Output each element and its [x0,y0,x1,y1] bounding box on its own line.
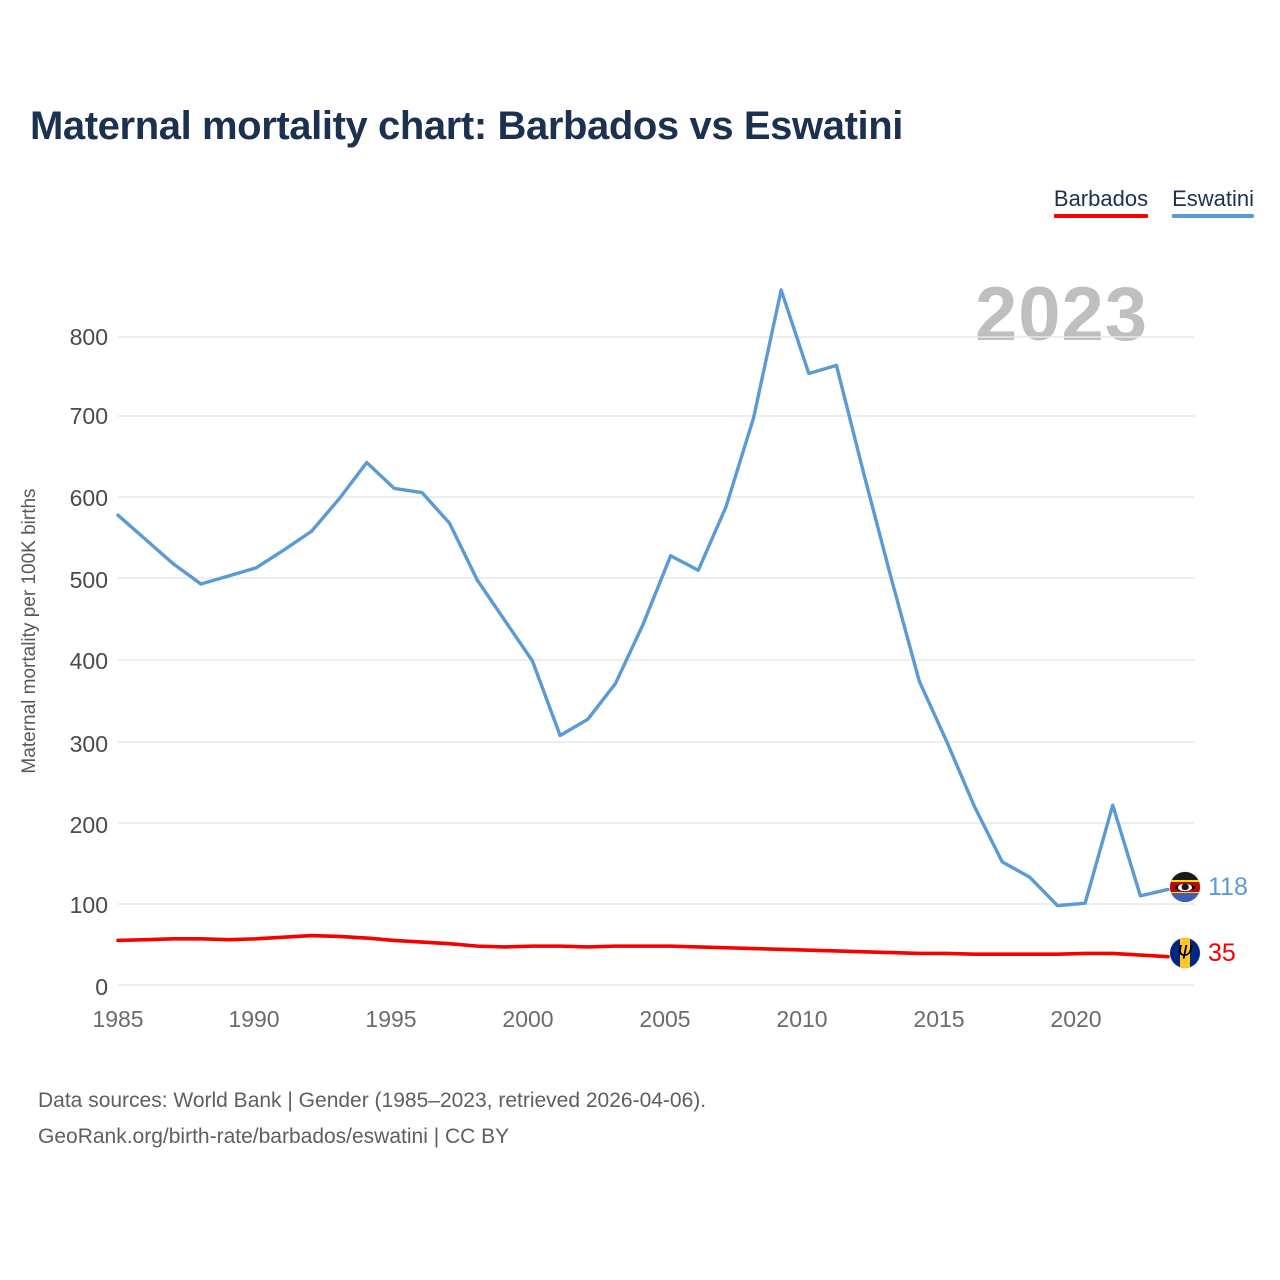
endpoint-barbados[interactable]: Ψ 35 [1170,938,1236,968]
endpoint-eswatini[interactable]: 118 [1170,872,1248,902]
y-tick-300: 300 [69,731,108,757]
y-tick-0: 0 [95,974,108,1000]
x-tick-1990: 1990 [228,1006,280,1032]
legend-rule-barbados [1053,214,1149,218]
y-tick-500: 500 [69,567,108,593]
legend-item-eswatini[interactable]: Eswatini [1172,186,1254,218]
y-tick-600: 600 [69,485,108,511]
legend-label-eswatini: Eswatini [1172,186,1254,211]
legend-label-barbados: Barbados [1053,186,1149,211]
footer-line-attribution: GeoRank.org/birth-rate/barbados/eswatini… [38,1125,510,1148]
line-series-barbados [116,933,1170,959]
x-tick-1985: 1985 [92,1006,144,1032]
y-tick-400: 400 [69,648,108,674]
y-tick-200: 200 [69,812,108,838]
y-tick-100: 100 [69,892,108,918]
footer-line-sources: Data sources: World Bank | Gender (1985–… [38,1089,707,1112]
legend-rule-eswatini [1172,214,1254,218]
x-tick-2000: 2000 [502,1006,554,1032]
gridlines [118,336,1195,986]
eswatini-flag-icon [1170,872,1200,902]
endpoint-value-eswatini: 118 [1208,872,1248,901]
page-title: Maternal mortality chart: Barbados vs Es… [30,104,903,148]
endpoint-value-barbados: 35 [1208,938,1236,967]
barbados-flag-icon: Ψ [1170,938,1200,968]
y-tick-700: 700 [69,403,108,429]
footer: Data sources: World Bank | Gender (1985–… [38,1083,706,1155]
x-tick-2020: 2020 [1050,1006,1102,1032]
x-tick-1995: 1995 [365,1006,417,1032]
y-axis-ticks: 800 700 600 500 400 300 200 100 0 [0,0,108,1280]
legend-item-barbados[interactable]: Barbados [1053,186,1149,218]
watermark-year: 2023 [975,272,1149,357]
y-tick-800: 800 [69,324,108,350]
x-tick-2010: 2010 [776,1006,828,1032]
x-tick-2005: 2005 [639,1006,691,1032]
legend: Barbados Eswatini [1053,186,1254,218]
x-tick-2015: 2015 [913,1006,965,1032]
line-series-eswatini [116,288,1170,908]
